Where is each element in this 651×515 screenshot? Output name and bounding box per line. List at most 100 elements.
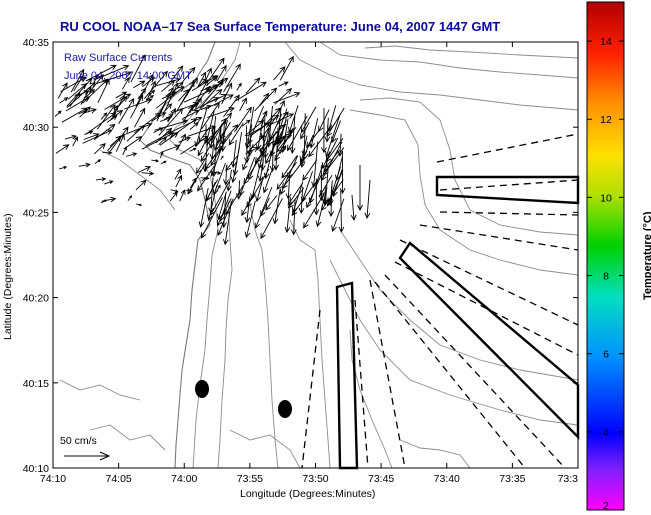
current-arrow (244, 125, 250, 164)
current-arrow (205, 181, 216, 202)
y-tick-label: 40:10 (23, 463, 49, 475)
current-arrow (325, 149, 340, 169)
current-arrow (299, 135, 308, 163)
current-arrow (287, 182, 303, 206)
current-arrow (284, 197, 291, 234)
current-arrow (201, 197, 223, 239)
current-arrow (281, 155, 298, 179)
contour-line (364, 45, 578, 59)
current-arrow (217, 198, 234, 237)
current-arrow (55, 144, 70, 154)
current-arrow (166, 81, 184, 100)
current-arrow (260, 118, 276, 140)
x-tick-label: 73:3 (558, 473, 579, 485)
current-arrow (278, 117, 287, 144)
current-arrow (135, 179, 147, 191)
current-arrow (272, 108, 288, 148)
current-arrow (322, 137, 339, 169)
current-arrow (187, 162, 207, 195)
current-arrow (350, 194, 357, 222)
current-arrow (88, 74, 104, 93)
y-tick-label: 40:35 (23, 37, 49, 49)
current-arrow (208, 57, 225, 81)
current-arrow (94, 159, 102, 164)
current-arrow (260, 198, 283, 240)
current-arrow (291, 181, 304, 214)
current-arrow (175, 174, 183, 188)
contour-line (399, 439, 471, 468)
current-arrow (332, 169, 343, 198)
y-axis-label: Latitude (Degrees:Minutes) (2, 213, 14, 340)
current-arrow (279, 55, 294, 81)
current-arrow (134, 112, 162, 134)
current-arrow (118, 97, 135, 125)
current-arrow (93, 123, 116, 141)
contour-line (249, 204, 279, 468)
contour-line (349, 329, 393, 468)
current-arrow (169, 116, 203, 134)
current-arrow (151, 159, 160, 163)
current-arrow (222, 201, 232, 246)
current-arrow (93, 143, 106, 155)
current-arrow (61, 107, 88, 123)
current-arrow (235, 81, 267, 102)
current-arrow (255, 177, 264, 203)
contour-line (319, 42, 578, 79)
current-arrow (194, 107, 208, 148)
current-arrow (134, 107, 146, 128)
colorbar-tick-label: 12 (600, 114, 612, 126)
current-arrow (106, 115, 118, 123)
current-arrow (298, 186, 305, 214)
colorbar-ticks: 14 12 10 8 6 4 2 (587, 36, 624, 512)
current-arrow (57, 82, 68, 99)
current-arrow (82, 78, 109, 104)
dashed-radial (369, 279, 406, 469)
scale-vector-label: 50 cm/s (60, 435, 97, 447)
current-arrow (170, 189, 179, 193)
dashed-radial (301, 309, 321, 469)
current-arrow (273, 91, 301, 104)
current-arrow (163, 114, 174, 121)
current-arrow (221, 192, 227, 229)
contour-line (329, 259, 578, 426)
current-arrow (228, 122, 244, 146)
current-arrow (223, 63, 241, 93)
current-arrow (197, 71, 207, 88)
current-arrow (95, 177, 107, 182)
current-arrow (265, 195, 278, 211)
dashed-radial (384, 274, 566, 469)
current-arrow (96, 104, 116, 130)
current-arrow (154, 119, 189, 131)
contour-line (217, 199, 233, 468)
current-arrow (204, 110, 215, 144)
current-arrow (289, 115, 296, 155)
current-arrow (161, 79, 176, 93)
colorbar-tick-label: 4 (603, 427, 609, 439)
current-arrow (130, 54, 146, 83)
current-arrow (191, 75, 218, 92)
current-arrow (221, 82, 233, 105)
station-marker (278, 400, 292, 418)
contour-line (229, 429, 301, 468)
current-arrow (276, 127, 297, 153)
current-arrow (285, 170, 292, 200)
current-arrow (269, 134, 276, 173)
current-arrow (176, 80, 195, 112)
current-arrow (182, 109, 200, 120)
current-arrow (274, 88, 293, 105)
contour-line (359, 97, 578, 236)
current-arrow (208, 177, 214, 214)
current-arrow (324, 117, 331, 143)
current-arrow (170, 118, 198, 138)
current-arrow (77, 90, 90, 97)
current-arrow (259, 139, 266, 172)
current-arrow (319, 174, 333, 197)
current-arrow (260, 110, 268, 123)
current-arrow (334, 156, 343, 181)
current-arrow (182, 66, 196, 83)
current-arrow (159, 151, 164, 158)
current-arrow (280, 118, 289, 154)
current-arrow (97, 78, 110, 103)
current-arrow (216, 191, 227, 221)
current-arrow (64, 134, 77, 140)
